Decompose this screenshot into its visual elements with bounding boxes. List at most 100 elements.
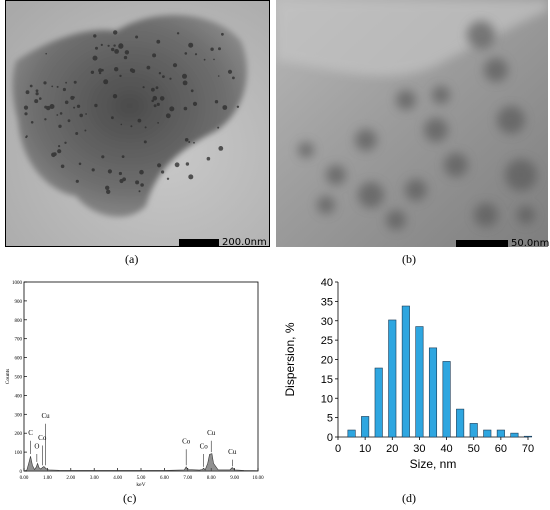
x-tick-label: 6.00: [160, 476, 169, 481]
nanoparticle: [91, 168, 95, 172]
nanoparticle: [214, 100, 219, 104]
nanoparticle: [114, 49, 119, 54]
nanoparticle: [206, 156, 211, 161]
nanoparticle: [78, 162, 82, 166]
nanoparticle: [107, 169, 112, 174]
nanoparticle: [151, 87, 155, 92]
plot-frame: [23, 281, 259, 472]
nanoparticle: [467, 21, 495, 49]
nanoparticle: [56, 114, 59, 116]
nanoparticle: [217, 75, 220, 77]
y-tick-label: 600: [15, 357, 23, 362]
y-axis-label: Counts: [5, 369, 11, 385]
panel-d-label: (d): [402, 491, 416, 505]
nanoparticle: [159, 96, 165, 101]
x-tick-label: 40: [440, 443, 452, 455]
eds-spectrum-chart: 0 100 200 300 400 500 600 700 800 900 1000 0.00 1.00…: [5, 281, 264, 488]
nanoparticle: [73, 80, 77, 84]
x-tick-label: 10: [359, 443, 371, 455]
x-tick-label: 5.00: [137, 476, 146, 481]
y-axis-label: Dispersion, %: [283, 322, 297, 396]
bar: [428, 347, 438, 438]
nanoparticle: [111, 47, 115, 52]
nanoparticle: [169, 106, 175, 112]
nanoparticle: [156, 39, 161, 44]
nanoparticle: [218, 146, 224, 151]
nanoparticle: [130, 125, 133, 128]
nanoparticle: [143, 140, 147, 144]
nanoparticle: [59, 112, 63, 115]
nanoparticle: [129, 68, 134, 72]
nanoparticle: [432, 86, 450, 104]
y-tick-label: 20: [321, 355, 333, 367]
y-tick-label: 0: [20, 470, 23, 475]
peak-label: Cu: [207, 429, 216, 437]
peak-label: Co: [38, 434, 47, 442]
nanoparticle: [112, 94, 118, 99]
peak-label: O: [34, 442, 39, 450]
y-tick-label: 40: [321, 277, 333, 289]
x-tick-label: 0.00: [20, 476, 29, 481]
peak-label: Cu: [41, 412, 50, 420]
nanoparticle: [138, 190, 141, 193]
nanoparticle: [106, 189, 111, 194]
x-tick-label: 70: [522, 443, 534, 455]
nanoparticle: [166, 177, 170, 180]
scale-bar-a-label: 200.0nm: [222, 237, 267, 248]
nanoparticle: [182, 80, 188, 86]
nanoparticle: [118, 43, 124, 49]
nanoparticle: [76, 104, 81, 109]
nanoparticle: [184, 52, 188, 55]
nanoparticle: [298, 142, 314, 158]
x-tick-label: 3.00: [90, 476, 99, 481]
nanoparticle: [75, 179, 79, 183]
x-tick-label: 20: [386, 443, 398, 455]
x-tick-label: 30: [413, 443, 425, 455]
nanoparticle: [135, 180, 140, 185]
nanoparticle: [190, 89, 194, 93]
nanoparticle: [217, 126, 220, 129]
peak-label: Co: [182, 438, 191, 446]
nanoparticle: [183, 106, 188, 111]
y-tick-label: 5: [327, 413, 333, 425]
nanoparticle: [182, 73, 187, 79]
y-tick-label: 300: [15, 413, 23, 418]
bar: [442, 361, 451, 438]
nanoparticle: [114, 67, 119, 72]
bar: [415, 326, 424, 438]
nanoparticle: [94, 103, 98, 108]
nanoparticle: [25, 90, 30, 95]
y-tick-label: 700: [15, 338, 23, 343]
bar: [510, 432, 519, 438]
bar: [496, 429, 505, 438]
y-tick-label: 30: [321, 316, 333, 328]
nanoparticle: [153, 104, 157, 108]
nanoparticle: [152, 53, 157, 58]
x-tick-label: 60: [495, 443, 507, 455]
nanoparticle: [355, 129, 377, 151]
nanoparticle: [98, 71, 102, 75]
nanoparticle: [100, 43, 103, 47]
bar: [469, 423, 478, 438]
nanoparticle: [51, 85, 54, 88]
nanoparticle: [326, 165, 346, 185]
bar: [374, 367, 383, 438]
nanoparticle: [73, 96, 75, 99]
nanoparticle: [67, 119, 71, 123]
y-tick-label: 200: [15, 432, 23, 437]
nanoparticle: [73, 106, 76, 109]
x-tick-label: 50: [468, 443, 480, 455]
nanoparticle: [75, 132, 79, 135]
nanoparticle: [167, 113, 170, 116]
panel-b-label: (b): [402, 252, 416, 266]
nanoparticle: [188, 174, 194, 180]
bar: [483, 429, 492, 438]
scale-bar-b-label: 50.0nm: [511, 238, 550, 249]
nanoparticle: [424, 118, 448, 142]
panel-a-label: (a): [125, 252, 139, 266]
nanoparticle: [113, 30, 118, 35]
nanoparticle: [107, 44, 110, 47]
nanoparticle: [139, 169, 144, 175]
nanoparticle: [57, 149, 62, 154]
nanoparticle: [65, 81, 67, 84]
